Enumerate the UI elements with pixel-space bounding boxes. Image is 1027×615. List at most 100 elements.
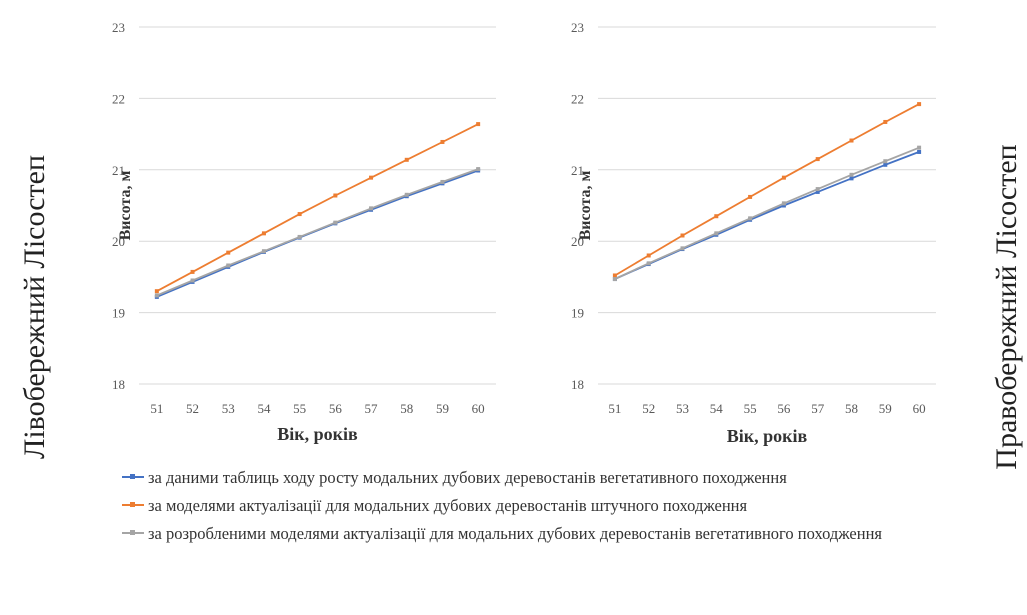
right-x-tick-59: 59: [879, 401, 892, 416]
left-y-axis-title: Висота, м: [117, 171, 134, 241]
right-point-artificial-models-60: [917, 102, 922, 107]
right-point-developed-models-52: [646, 261, 651, 266]
left-point-developed-models-51: [154, 293, 159, 298]
left-point-artificial-models-57: [369, 175, 374, 180]
left-point-developed-models-57: [369, 206, 374, 211]
right-point-developed-models-56: [781, 201, 786, 206]
left-point-artificial-models-52: [190, 269, 195, 274]
right-x-tick-60: 60: [913, 401, 926, 416]
left-point-developed-models-60: [476, 167, 481, 172]
left-series-line-tables: [156, 169, 479, 298]
left-point-developed-models-54: [261, 249, 266, 254]
left-point-artificial-models-60: [476, 122, 481, 127]
right-point-developed-models-58: [849, 172, 854, 177]
right-y-tick-21: 21: [571, 163, 584, 178]
right-x-axis-title: Вік, років: [727, 426, 808, 446]
right-series-line-tables: [614, 151, 920, 280]
right-y-tick-23: 23: [571, 20, 584, 35]
right-y-tick-19: 19: [571, 306, 584, 321]
right-x-tick-53: 53: [676, 401, 689, 416]
left-x-tick-60: 60: [472, 401, 485, 416]
left-point-artificial-models-55: [297, 212, 302, 217]
left-point-developed-models-52: [190, 278, 195, 283]
right-point-developed-models-55: [748, 216, 753, 221]
right-point-artificial-models-58: [849, 138, 854, 143]
legend-item-tables: за даними таблиць ходу росту модальних д…: [118, 466, 938, 489]
left-point-artificial-models-51: [154, 289, 159, 294]
left-series-line-artificial-models: [156, 123, 479, 292]
right-y-axis-title: Висота, м: [577, 171, 594, 241]
right-x-tick-57: 57: [811, 401, 825, 416]
right-point-artificial-models-57: [815, 157, 820, 162]
legend-swatch-artificial-models: [122, 502, 144, 507]
chart-right-bank: 18 19 20 21 22 23 51 52 53 54 55 56 57 58 59 60 Вік, рок…: [571, 20, 936, 446]
left-x-tick-59: 59: [436, 401, 449, 416]
legend-label-tables: за даними таблиць ходу росту модальних д…: [148, 468, 787, 487]
right-point-developed-models-54: [714, 231, 719, 236]
legend-swatch-tables: [122, 474, 144, 479]
right-y-tick-22: 22: [571, 91, 584, 106]
left-y-tick-20: 20: [112, 234, 125, 249]
left-y-tick-22: 22: [112, 91, 125, 106]
left-series-line-developed-models: [156, 168, 479, 297]
left-point-developed-models-55: [297, 234, 302, 239]
left-point-artificial-models-53: [226, 250, 231, 255]
right-point-developed-models-60: [917, 145, 922, 150]
left-x-tick-56: 56: [329, 401, 343, 416]
left-point-artificial-models-58: [404, 157, 409, 162]
right-x-tick-54: 54: [710, 401, 724, 416]
right-point-artificial-models-54: [714, 214, 719, 219]
legend-label-developed-models: за розробленими моделями актуалізації дл…: [148, 524, 883, 543]
chart-left-bank: 18 19 20 21 22 23 51 52 53 54 55 56 57 58 59 60 Вік, рок…: [112, 20, 496, 444]
left-region-label: Лівобережний Лісостеп: [18, 155, 51, 459]
left-x-tick-52: 52: [186, 401, 199, 416]
right-point-artificial-models-53: [680, 233, 685, 238]
right-point-tables-59: [883, 162, 888, 167]
left-point-artificial-models-59: [440, 139, 445, 144]
right-point-developed-models-57: [815, 187, 820, 192]
right-point-artificial-models-52: [646, 253, 651, 258]
left-point-developed-models-53: [226, 263, 231, 268]
right-x-tick-56: 56: [777, 401, 791, 416]
left-x-tick-57: 57: [365, 401, 379, 416]
legend-swatch-developed-models: [122, 530, 144, 535]
right-region-label: Правобережний Лісостеп: [990, 144, 1023, 469]
left-point-developed-models-56: [333, 220, 338, 225]
legend-label-artificial-models: за моделями актуалізації для модальних д…: [148, 496, 748, 515]
left-y-tick-19: 19: [112, 306, 125, 321]
right-series-line-artificial-models: [614, 103, 920, 277]
right-point-artificial-models-55: [748, 194, 753, 199]
right-point-tables-56: [781, 203, 786, 208]
left-point-artificial-models-54: [261, 231, 266, 236]
right-point-tables-60: [917, 149, 922, 154]
left-y-tick-23: 23: [112, 20, 125, 35]
right-x-tick-52: 52: [642, 401, 655, 416]
right-point-artificial-models-51: [612, 273, 617, 278]
left-y-tick-21: 21: [112, 163, 125, 178]
right-point-artificial-models-56: [781, 175, 786, 180]
right-series-line-developed-models: [614, 146, 920, 280]
left-x-tick-53: 53: [222, 401, 235, 416]
right-x-tick-55: 55: [744, 401, 757, 416]
left-point-developed-models-59: [440, 179, 445, 184]
left-x-tick-55: 55: [293, 401, 306, 416]
right-y-tick-20: 20: [571, 234, 584, 249]
right-y-tick-18: 18: [571, 377, 584, 392]
legend-item-artificial-models: за моделями актуалізації для модальних д…: [118, 494, 938, 517]
left-x-axis-title: Вік, років: [277, 424, 358, 444]
right-point-artificial-models-59: [883, 119, 888, 124]
right-point-tables-58: [849, 176, 854, 181]
right-point-tables-57: [815, 189, 820, 194]
right-point-developed-models-51: [612, 277, 617, 282]
left-y-tick-18: 18: [112, 377, 125, 392]
left-point-developed-models-58: [404, 192, 409, 197]
right-point-developed-models-59: [883, 159, 888, 164]
right-x-tick-51: 51: [608, 401, 621, 416]
right-x-tick-58: 58: [845, 401, 858, 416]
left-x-tick-54: 54: [257, 401, 271, 416]
legend-item-developed-models: за розробленими моделями актуалізації дл…: [118, 522, 938, 545]
left-x-tick-58: 58: [400, 401, 413, 416]
right-point-developed-models-53: [680, 246, 685, 251]
legend: за даними таблиць ходу росту модальних д…: [118, 466, 938, 550]
